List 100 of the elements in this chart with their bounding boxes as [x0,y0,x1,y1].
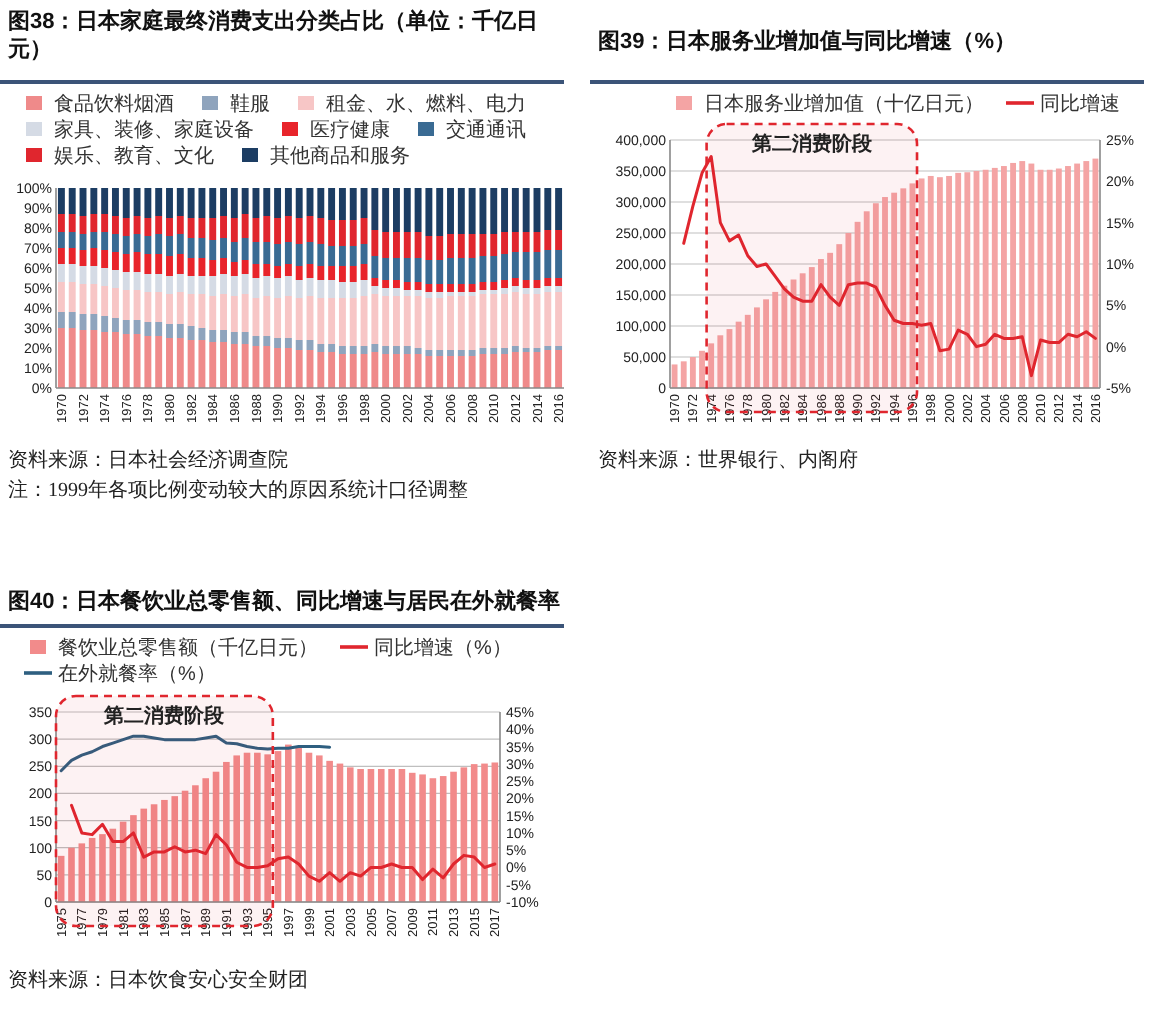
bar [57,282,65,312]
bar [284,276,292,296]
bar [155,254,163,274]
bar [209,330,217,342]
bar [447,234,454,258]
bar [511,278,519,286]
bar [349,246,357,266]
bar [511,188,519,232]
bar [511,352,519,388]
bar [447,350,454,356]
bar [555,278,563,286]
bar [111,216,119,234]
bar [338,188,346,220]
bar [155,292,163,322]
bar [544,250,552,278]
bar [220,258,227,274]
bar [220,188,227,216]
bar [122,272,130,290]
bar [155,234,163,254]
legend-label: 租金、水、燃料、电力 [326,92,526,116]
bar [68,264,76,282]
bar [122,236,130,254]
bar [349,266,357,282]
bar [101,316,109,332]
legend-label: 医疗健康 [310,118,390,142]
bar [274,278,282,298]
bar [457,356,465,388]
bar [295,188,303,218]
bar [447,258,454,284]
bar [230,276,238,296]
bar [230,262,238,276]
bar [457,188,465,234]
bar [155,336,163,388]
bar [295,244,303,266]
bar [111,252,119,270]
bar [382,346,390,354]
bar [555,350,563,388]
bar [101,286,109,316]
chart-title: 图39：日本服务业增加值与同比增速（%） [598,28,1019,56]
bar [68,282,76,312]
band-label: 第二消费阶段 [102,704,227,728]
band-label: 第二消费阶段 [749,132,874,156]
bar [68,847,75,902]
bar [544,278,552,286]
bar [176,254,184,274]
bar [263,188,271,216]
bar [328,344,336,352]
bar [328,220,336,246]
bar [263,216,271,242]
bar [457,296,465,350]
bar [263,346,271,388]
bar [122,188,130,218]
bar [230,218,238,242]
bar [155,274,163,292]
bar [393,288,400,296]
bar [457,234,465,258]
bar [393,354,400,388]
legend-label: 交通通讯 [446,118,526,142]
bar [382,280,390,288]
bar [111,332,119,388]
chart-title: 图38：日本家庭最终消费支出分类占比（单位：千亿日元） [8,8,541,64]
bar [209,276,217,296]
bar [403,258,411,282]
bar [436,284,444,292]
bar [263,242,271,264]
bar [447,188,454,234]
bar [68,214,76,232]
bar [220,342,227,388]
bar [393,258,400,280]
bar [501,232,509,254]
bar [338,298,346,346]
bar [436,188,444,236]
bar [284,348,292,388]
bar [68,248,76,264]
line-series [59,734,332,773]
bar [274,338,282,348]
bar [101,250,109,268]
bar [436,260,444,284]
bar [403,188,411,232]
bar [393,232,400,258]
bar [447,284,454,292]
bar [555,230,563,250]
bar [522,232,530,252]
bar [274,244,282,266]
bar [382,296,390,346]
bar [511,346,519,352]
bar [436,356,444,388]
bar [555,250,563,278]
bar [349,220,357,246]
line-series [69,803,497,883]
bar [522,288,530,294]
bar [209,260,217,276]
bar [295,340,303,350]
bar [57,264,65,282]
bar [481,763,488,902]
bar [403,282,411,290]
bar [274,188,282,218]
bar [382,232,390,258]
bar [57,328,65,388]
bar [522,188,530,232]
